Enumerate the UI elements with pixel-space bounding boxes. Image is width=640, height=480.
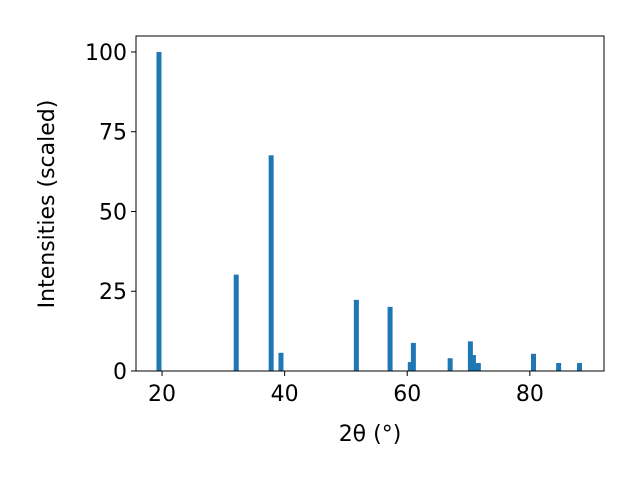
y-tick-label: 50 <box>99 200 127 225</box>
x-tick-label: 20 <box>148 382 176 407</box>
bar <box>387 306 393 371</box>
bar <box>407 362 413 371</box>
axes-frame <box>135 35 605 372</box>
bar <box>410 342 416 371</box>
bar <box>353 299 359 371</box>
x-tick-label: 80 <box>516 382 544 407</box>
bar <box>576 363 582 371</box>
bar <box>278 352 284 371</box>
y-axis-label: Intensities (scaled) <box>35 100 60 309</box>
bar <box>156 51 162 371</box>
x-axis-label: 2θ (°) <box>339 422 402 447</box>
bar <box>475 363 481 371</box>
bar <box>268 155 274 371</box>
bar <box>556 363 562 371</box>
x-tick-label: 60 <box>393 382 421 407</box>
y-tick-label: 75 <box>99 121 127 146</box>
y-tick-label: 100 <box>85 41 127 66</box>
y-tick-label: 0 <box>113 360 127 385</box>
x-tick-label: 40 <box>271 382 299 407</box>
bar <box>447 358 453 371</box>
y-tick-label: 25 <box>99 280 127 305</box>
bar <box>233 274 239 371</box>
bar <box>470 355 476 371</box>
bar <box>467 341 473 371</box>
bar <box>531 353 537 371</box>
